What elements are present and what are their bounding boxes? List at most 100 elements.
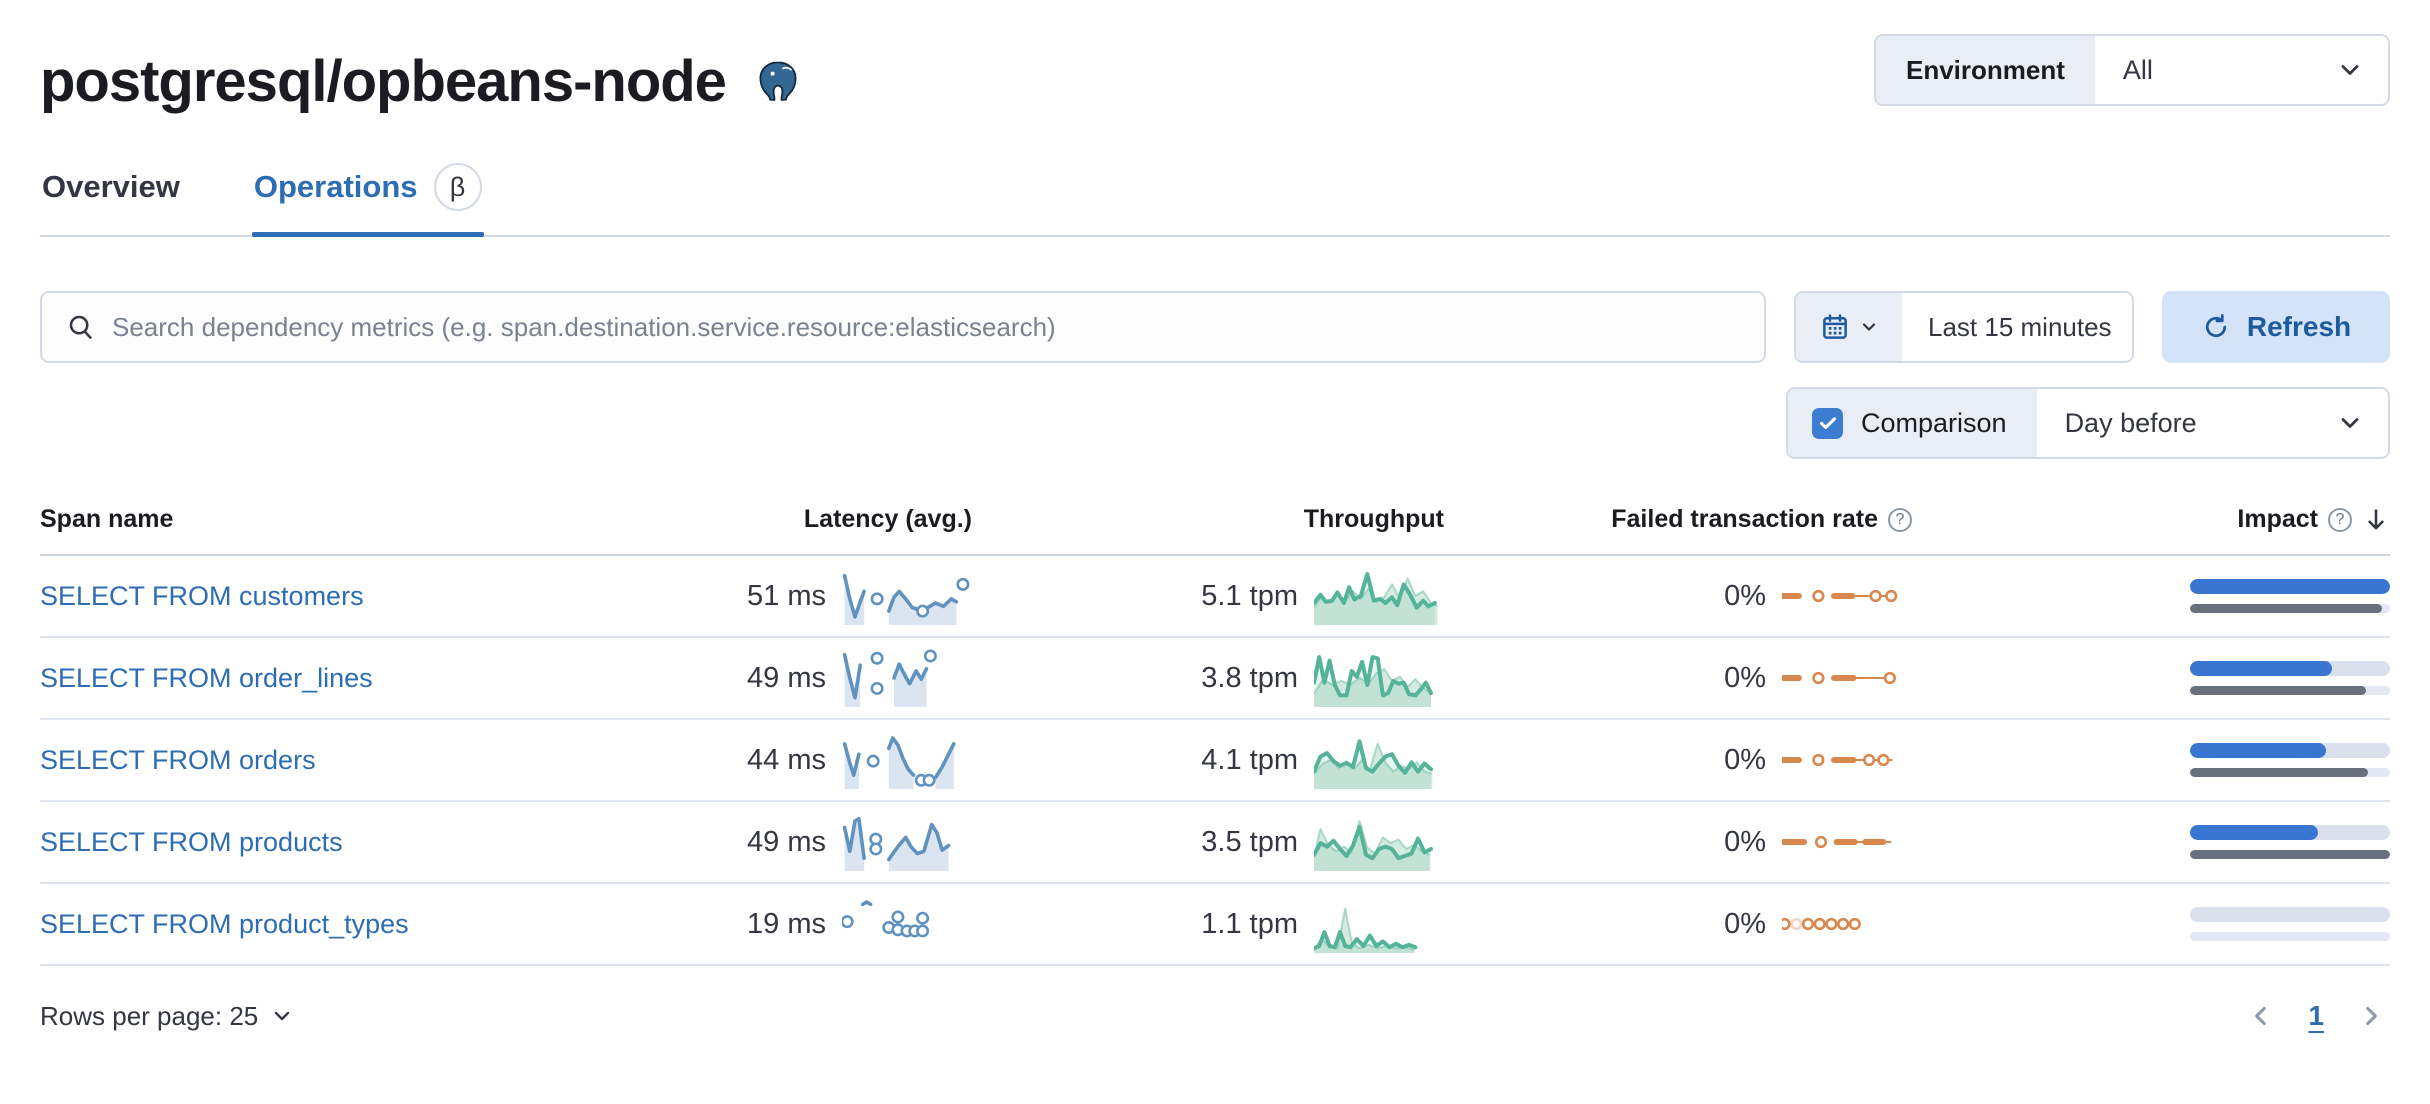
span-name-link[interactable]: SELECT FROM customers (40, 580, 364, 611)
impact-cell (1912, 579, 2390, 613)
failed-rate-cell: 0% (1444, 895, 1912, 953)
search-input[interactable] (112, 311, 1740, 343)
span-name-link[interactable]: SELECT FROM products (40, 826, 343, 857)
previous-page-icon[interactable] (2248, 1003, 2274, 1029)
title-wrap: postgresql/opbeans-node (40, 40, 802, 115)
operations-table: Span name Latency (avg.) Throughput Fail… (40, 505, 2390, 966)
environment-value-select[interactable]: All (2095, 55, 2388, 86)
failed-rate-cell: 0% (1444, 731, 1912, 789)
latency-cell: 44 ms (572, 731, 972, 789)
time-range-button[interactable]: Last 15 minutes (1902, 293, 2132, 361)
throughput-value: 3.5 tpm (1201, 825, 1298, 858)
comparison-checkbox[interactable] (1812, 407, 1843, 439)
throughput-cell: 1.1 tpm (972, 895, 1444, 953)
impact-bar-previous (2190, 932, 2390, 941)
chevron-down-icon (2336, 56, 2364, 84)
throughput-value: 4.1 tpm (1201, 743, 1298, 776)
chevron-down-icon (2336, 409, 2364, 437)
failed-rate-value: 0% (1724, 743, 1766, 776)
page-title: postgresql/opbeans-node (40, 49, 727, 114)
failed-rate-cell: 0% (1444, 649, 1912, 707)
latency-sparkline (842, 736, 956, 789)
throughput-sparkline (1314, 820, 1433, 871)
toolbar: Last 15 minutes Refresh (40, 291, 2390, 363)
failed-rate-sparkline (1782, 753, 1893, 767)
table-row: SELECT FROM products 49 ms 3.5 tpm 0% (40, 801, 2390, 883)
span-name-link[interactable]: SELECT FROM product_types (40, 908, 409, 939)
failed-rate-sparkline (1782, 835, 1892, 849)
date-picker: Last 15 minutes (1794, 291, 2134, 363)
span-name-link[interactable]: SELECT FROM orders (40, 744, 316, 775)
latency-sparkline (842, 573, 970, 625)
throughput-cell: 5.1 tpm (972, 567, 1444, 625)
rows-per-page-button[interactable]: Rows per page: 25 (40, 1001, 294, 1032)
rows-per-page-label: Rows per page: 25 (40, 1000, 259, 1031)
failed-rate-value: 0% (1724, 907, 1766, 940)
failed-rate-value: 0% (1724, 661, 1766, 694)
latency-value: 44 ms (747, 743, 826, 776)
impact-bar-previous (2190, 686, 2390, 695)
table-row: SELECT FROM customers 51 ms 5.1 tpm 0% (40, 555, 2390, 637)
environment-selector[interactable]: Environment All (1874, 34, 2390, 106)
span-name-link[interactable]: SELECT FROM order_lines (40, 662, 373, 693)
table-row: SELECT FROM orders 44 ms 4.1 tpm 0% (40, 719, 2390, 801)
next-page-icon[interactable] (2358, 1003, 2384, 1029)
throughput-cell: 3.8 tpm (972, 649, 1444, 707)
postgresql-logo-icon (754, 58, 802, 106)
throughput-cell: 3.5 tpm (972, 813, 1444, 871)
table-header-row: Span name Latency (avg.) Throughput Fail… (40, 505, 2390, 555)
failed-rate-sparkline (1782, 671, 1896, 685)
column-header-throughput[interactable]: Throughput (1303, 505, 1444, 533)
calendar-icon (1820, 312, 1850, 342)
refresh-label: Refresh (2246, 311, 2352, 342)
impact-bar-current (2190, 661, 2390, 676)
throughput-sparkline (1314, 907, 1418, 953)
failed-rate-value: 0% (1724, 825, 1766, 858)
impact-cell (1912, 907, 2390, 941)
column-header-failed-rate[interactable]: Failed transaction rate ? (1444, 505, 1912, 555)
comparison-toggle[interactable]: Comparison (1788, 389, 2037, 457)
tab-operations[interactable]: Operations β (251, 149, 484, 237)
failed-rate-value: 0% (1724, 579, 1766, 612)
latency-cell: 51 ms (572, 567, 972, 625)
latency-cell: 19 ms (572, 895, 972, 953)
column-header-span-name[interactable]: Span name (40, 505, 174, 533)
latency-sparkline (842, 900, 930, 938)
impact-bar-current (2190, 825, 2390, 840)
latency-cell: 49 ms (572, 813, 972, 871)
impact-cell (1912, 743, 2390, 777)
impact-bar-previous (2190, 604, 2390, 613)
column-header-impact[interactable]: Impact ? (1912, 505, 2390, 555)
tab-operations-label: Operations (253, 169, 418, 204)
environment-value: All (2122, 54, 2153, 85)
chevron-down-icon (270, 1004, 294, 1028)
page-number[interactable]: 1 (2308, 1000, 2324, 1031)
environment-label: Environment (1876, 36, 2095, 104)
table-row: SELECT FROM product_types 19 ms 1.1 tpm 0% (40, 883, 2390, 965)
tab-overview[interactable]: Overview (40, 149, 182, 235)
failed-rate-cell: 0% (1444, 813, 1912, 871)
time-range-value: Last 15 minutes (1928, 311, 2112, 342)
impact-bar-current (2190, 579, 2390, 594)
comparison-control: Comparison Day before (1786, 387, 2390, 459)
throughput-sparkline (1314, 739, 1433, 789)
impact-bar-previous (2190, 768, 2390, 777)
latency-value: 19 ms (747, 907, 826, 940)
comparison-select[interactable]: Day before (2037, 389, 2388, 457)
search-box[interactable] (40, 291, 1766, 363)
latency-sparkline (842, 817, 951, 871)
impact-header-label: Impact (2237, 505, 2318, 533)
date-picker-calendar-button[interactable] (1796, 293, 1902, 361)
table-row: SELECT FROM order_lines 49 ms 3.8 tpm 0% (40, 637, 2390, 719)
column-header-latency[interactable]: Latency (avg.) (803, 505, 972, 533)
beta-badge: β (433, 163, 482, 211)
failed-rate-sparkline (1782, 917, 1861, 931)
latency-value: 51 ms (747, 579, 826, 612)
throughput-value: 3.8 tpm (1201, 661, 1298, 694)
tab-bar: Overview Operations β (40, 149, 2390, 237)
refresh-button[interactable]: Refresh (2162, 291, 2390, 363)
help-icon[interactable]: ? (2328, 507, 2352, 532)
failed-rate-cell: 0% (1444, 567, 1912, 625)
help-icon[interactable]: ? (1888, 507, 1912, 532)
